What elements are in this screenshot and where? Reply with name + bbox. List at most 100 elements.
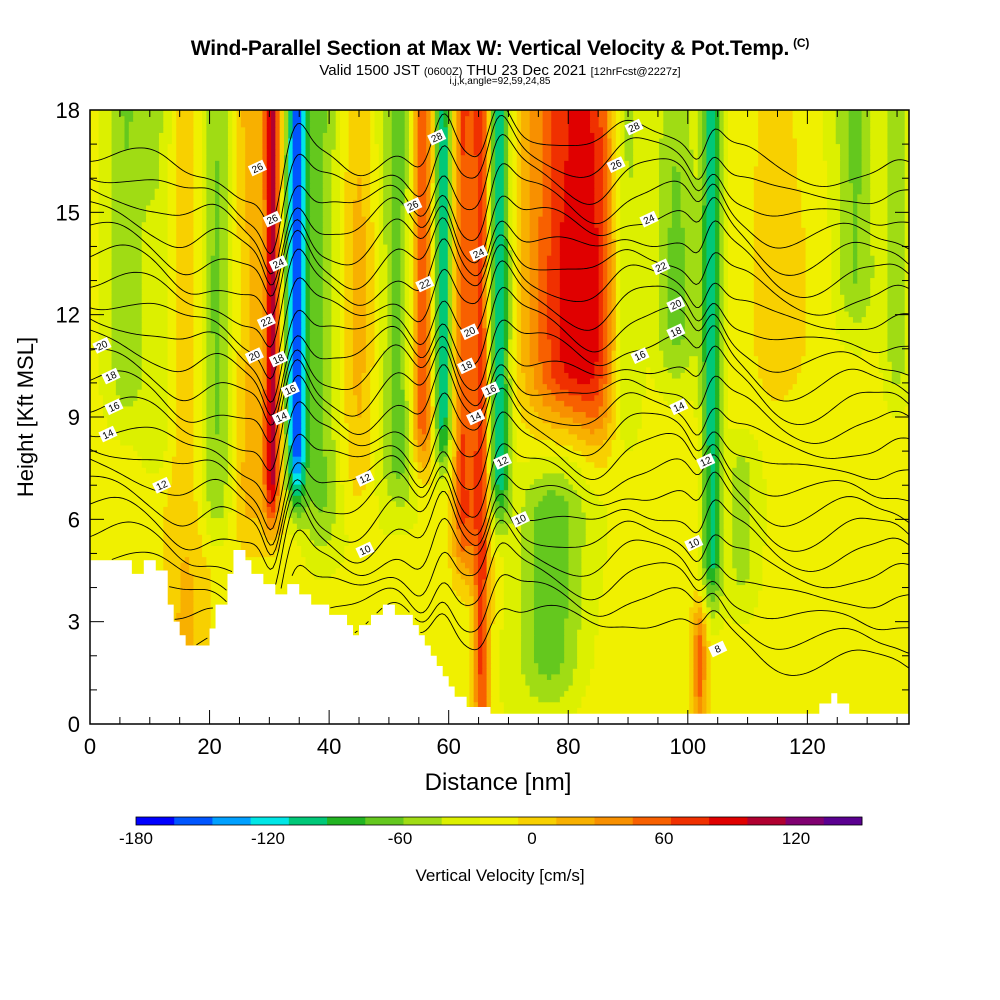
velocity-cell bbox=[210, 584, 453, 591]
velocity-cell bbox=[456, 467, 462, 474]
velocity-cell bbox=[598, 322, 604, 329]
velocity-cell bbox=[288, 310, 294, 318]
velocity-cell bbox=[559, 383, 600, 390]
velocity-cell bbox=[611, 439, 626, 446]
velocity-cell bbox=[447, 310, 453, 318]
velocity-cell bbox=[357, 400, 363, 407]
velocity-cell bbox=[723, 377, 729, 385]
velocity-cell bbox=[215, 405, 220, 413]
velocity-cell bbox=[176, 221, 195, 228]
velocity-cell bbox=[508, 495, 514, 502]
velocity-cell bbox=[383, 467, 393, 474]
velocity-cell bbox=[503, 350, 509, 357]
velocity-cell bbox=[240, 299, 251, 306]
velocity-cell bbox=[766, 528, 909, 535]
velocity-cell bbox=[831, 255, 841, 262]
velocity-cell bbox=[301, 355, 307, 362]
velocity-cell bbox=[413, 344, 419, 351]
velocity-cell bbox=[365, 316, 376, 323]
velocity-cell bbox=[512, 500, 526, 507]
velocity-cell bbox=[473, 634, 479, 641]
velocity-cell bbox=[533, 562, 570, 569]
velocity-cell bbox=[904, 221, 909, 228]
velocity-cell bbox=[202, 366, 207, 373]
velocity-cell bbox=[391, 439, 406, 446]
velocity-cell bbox=[245, 439, 264, 446]
velocity-cell bbox=[404, 344, 410, 351]
velocity-cell bbox=[490, 707, 505, 714]
velocity-cell bbox=[469, 657, 475, 664]
velocity-cell bbox=[706, 707, 712, 714]
velocity-cell bbox=[115, 383, 143, 390]
velocity-cell bbox=[98, 238, 113, 245]
velocity-cell bbox=[477, 668, 483, 675]
velocity-cell bbox=[167, 433, 177, 440]
velocity-cell bbox=[706, 701, 712, 708]
velocity-cell bbox=[262, 232, 268, 239]
velocity-cell bbox=[723, 405, 729, 413]
velocity-cell bbox=[796, 377, 884, 385]
velocity-cell bbox=[378, 417, 384, 424]
velocity-cell bbox=[378, 299, 389, 306]
velocity-cell bbox=[503, 372, 509, 379]
velocity-cell bbox=[383, 433, 393, 440]
velocity-cell bbox=[447, 366, 453, 373]
velocity-cell bbox=[477, 383, 483, 390]
velocity-cell bbox=[529, 355, 539, 362]
velocity-cell bbox=[262, 344, 268, 351]
velocity-cell bbox=[512, 232, 518, 239]
velocity-cell bbox=[206, 361, 216, 368]
velocity-cell bbox=[568, 556, 582, 563]
velocity-cell bbox=[331, 294, 341, 301]
velocity-cell bbox=[689, 684, 695, 692]
velocity-cell bbox=[322, 255, 332, 262]
velocity-cell bbox=[658, 322, 669, 329]
velocity-cell bbox=[577, 634, 595, 641]
velocity-cell bbox=[581, 623, 600, 630]
velocity-cell bbox=[715, 389, 720, 396]
velocity-cell bbox=[374, 238, 380, 245]
velocity-cell bbox=[439, 299, 449, 306]
velocity-cell bbox=[508, 361, 514, 368]
velocity-cell bbox=[697, 377, 703, 385]
velocity-cell bbox=[572, 679, 591, 686]
velocity-cell bbox=[305, 467, 328, 474]
velocity-cell bbox=[503, 255, 509, 262]
velocity-cell bbox=[430, 299, 436, 306]
velocity-cell bbox=[598, 266, 604, 273]
velocity-cell bbox=[309, 271, 324, 279]
velocity-cell bbox=[378, 243, 389, 251]
velocity-cell bbox=[193, 444, 203, 452]
velocity-cell bbox=[439, 221, 449, 228]
velocity-cell bbox=[715, 232, 720, 239]
velocity-cell bbox=[232, 277, 242, 284]
velocity-cell bbox=[581, 617, 600, 625]
velocity-cell bbox=[490, 366, 496, 373]
velocity-cell bbox=[697, 657, 703, 664]
velocity-cell bbox=[111, 232, 143, 239]
velocity-cell bbox=[512, 310, 518, 318]
velocity-cell bbox=[340, 266, 345, 273]
velocity-cell bbox=[322, 322, 332, 329]
velocity-cell bbox=[434, 271, 440, 279]
velocity-cell bbox=[585, 539, 608, 546]
velocity-cell bbox=[503, 238, 509, 245]
velocity-cell bbox=[473, 623, 479, 630]
velocity-cell bbox=[335, 461, 341, 468]
velocity-cell bbox=[723, 489, 733, 496]
velocity-cell bbox=[598, 606, 690, 613]
velocity-cell bbox=[473, 584, 479, 591]
velocity-cell bbox=[309, 383, 324, 390]
velocity-cell bbox=[727, 411, 893, 418]
velocity-cell bbox=[232, 461, 238, 468]
velocity-cell bbox=[727, 361, 759, 368]
velocity-cell bbox=[564, 629, 578, 636]
velocity-cell bbox=[202, 350, 207, 357]
velocity-cell bbox=[521, 260, 531, 267]
velocity-cell bbox=[98, 361, 113, 368]
velocity-cell bbox=[542, 394, 557, 401]
velocity-cell bbox=[262, 249, 268, 256]
velocity-cell bbox=[512, 389, 518, 396]
velocity-cell bbox=[719, 428, 725, 435]
velocity-cell bbox=[533, 606, 570, 613]
